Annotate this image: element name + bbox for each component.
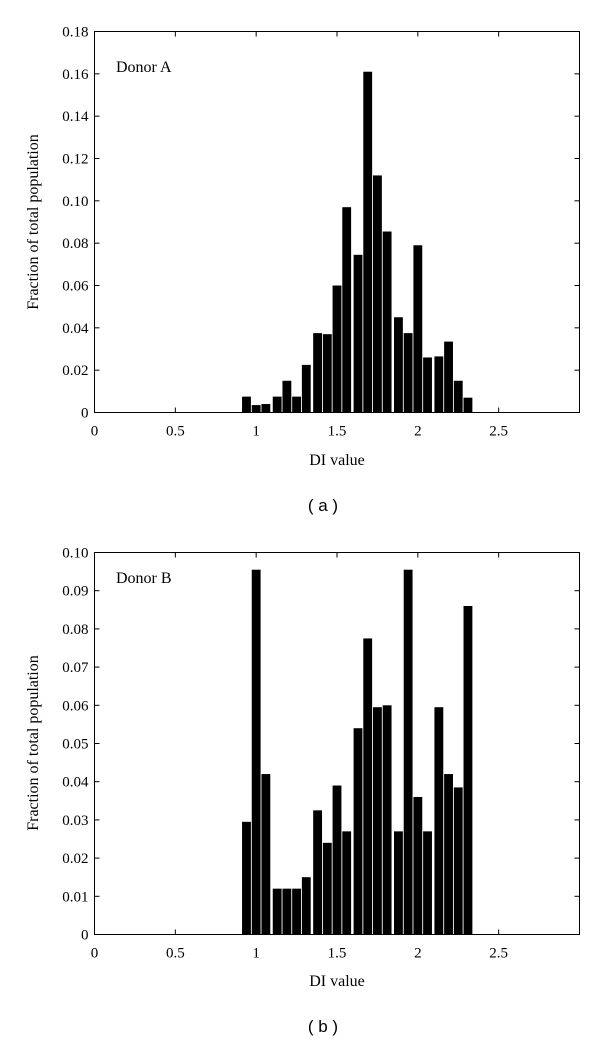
caption-a: ( a ) <box>308 496 338 515</box>
y-tick-label-a-1: 0.02 <box>62 363 88 379</box>
bar-a-15 <box>394 317 403 413</box>
chart-panel-b: 0 0.5 1 1.5 2 2.5 0 0.01 0.02 0.03 0.04 0.05 0.06 0.… <box>25 546 580 1036</box>
bar-a-6 <box>301 364 311 413</box>
bar-b-18 <box>423 831 432 935</box>
y-axis-label-b: Fraction of total population <box>25 655 42 831</box>
bar-b-1 <box>251 569 261 935</box>
y-tick-label-b-2: 0.02 <box>62 851 88 867</box>
x-tick-label-b-0: 0 <box>91 946 99 962</box>
y-tick-label-a-3: 0.06 <box>62 279 89 295</box>
x-tick-label-a-5: 2.5 <box>489 424 508 440</box>
bar-a-12 <box>363 71 373 413</box>
bar-a-19 <box>434 356 444 413</box>
y-axis-label-a: Fraction of total population <box>25 134 42 310</box>
bar-b-6 <box>301 877 311 935</box>
x-axis-label-b: DI value <box>309 973 365 990</box>
bar-b-9 <box>332 785 342 935</box>
bar-b-11 <box>353 728 363 935</box>
bar-b-5 <box>292 888 302 935</box>
y-tick-label-a-2: 0.04 <box>62 321 89 337</box>
bar-a-3 <box>272 396 282 413</box>
bar-a-9 <box>332 285 342 413</box>
y-tick-label-a-0: 0 <box>81 406 89 422</box>
bar-b-17 <box>413 796 423 935</box>
bar-a-0 <box>242 396 251 413</box>
annotation-donor-b: Donor B <box>116 570 172 587</box>
y-tick-label-a-8: 0.16 <box>62 67 89 83</box>
bar-a-13 <box>372 175 382 413</box>
y-axis-ticks-b: 0 0.01 0.02 0.03 0.04 0.05 0.06 0.07 0.08 0.09 0.1… <box>62 546 580 944</box>
bar-a-16 <box>403 333 413 413</box>
bar-b-7 <box>313 810 323 935</box>
bar-b-19 <box>434 707 444 935</box>
y-tick-label-b-5: 0.05 <box>62 737 88 753</box>
bar-a-5 <box>292 396 302 413</box>
bar-b-12 <box>363 638 373 935</box>
bar-a-21 <box>453 380 463 413</box>
annotation-donor-a: Donor A <box>116 59 172 76</box>
x-tick-label-a-0: 0 <box>91 424 99 440</box>
bar-b-8 <box>322 842 332 935</box>
y-tick-label-b-10: 0.10 <box>62 546 88 562</box>
x-tick-label-a-2: 1 <box>252 424 260 440</box>
bar-b-10 <box>342 831 352 935</box>
y-tick-label-a-9: 0.18 <box>62 25 88 41</box>
bar-a-18 <box>423 357 432 413</box>
bar-a-7 <box>313 333 323 413</box>
bar-b-16 <box>403 569 413 935</box>
bar-a-17 <box>413 245 423 413</box>
bar-a-8 <box>322 334 332 413</box>
y-axis-ticks-a: 0 0.02 0.04 0.06 0.08 0.10 0.12 0.14 0.16 0.18 <box>62 25 580 422</box>
x-tick-label-b-2: 1 <box>252 946 260 962</box>
chart-panel-a: 0 0.5 1 1.5 2 2.5 0 0.02 0.04 0.06 0.08 0.10 0.12 0.… <box>25 25 580 515</box>
bar-a-2 <box>261 404 271 413</box>
y-tick-label-a-6: 0.12 <box>62 152 88 168</box>
y-tick-label-a-5: 0.10 <box>62 194 88 210</box>
y-tick-label-a-4: 0.08 <box>62 236 88 252</box>
bar-b-3 <box>272 888 282 935</box>
bar-a-20 <box>444 341 453 413</box>
y-tick-label-b-1: 0.01 <box>62 889 88 905</box>
bar-b-22 <box>463 605 473 935</box>
y-tick-label-b-6: 0.06 <box>62 698 89 714</box>
bars-a <box>242 71 473 413</box>
x-tick-label-b-4: 2 <box>414 946 422 962</box>
y-tick-label-b-8: 0.08 <box>62 622 88 638</box>
y-tick-label-b-7: 0.07 <box>62 660 89 676</box>
caption-b: ( b ) <box>308 1017 338 1036</box>
bar-a-10 <box>342 207 352 413</box>
x-axis-ticks-b: 0 0.5 1 1.5 2 2.5 <box>91 552 508 962</box>
bar-b-4 <box>282 888 292 935</box>
bar-a-14 <box>382 231 392 413</box>
bar-b-20 <box>444 774 453 935</box>
y-tick-label-b-9: 0.09 <box>62 584 88 600</box>
y-tick-label-b-0: 0 <box>81 928 89 944</box>
x-tick-label-b-1: 0.5 <box>166 946 185 962</box>
bar-a-22 <box>463 397 473 413</box>
bar-b-2 <box>261 774 271 935</box>
bar-b-13 <box>372 707 382 935</box>
x-axis-ticks-a: 0 0.5 1 1.5 2 2.5 <box>91 31 508 440</box>
x-tick-label-a-3: 1.5 <box>328 424 347 440</box>
x-tick-label-a-1: 0.5 <box>166 424 185 440</box>
y-tick-label-b-3: 0.03 <box>62 813 88 829</box>
bar-a-4 <box>282 380 292 413</box>
x-axis-label-a: DI value <box>309 452 365 469</box>
y-tick-label-a-7: 0.14 <box>62 109 89 125</box>
x-tick-label-a-4: 2 <box>414 424 422 440</box>
bars-b <box>242 569 473 935</box>
x-tick-label-b-5: 2.5 <box>489 946 508 962</box>
bar-a-11 <box>353 254 363 413</box>
x-tick-label-b-3: 1.5 <box>328 946 347 962</box>
y-tick-label-b-4: 0.04 <box>62 775 89 791</box>
bar-b-0 <box>242 821 251 935</box>
bar-b-21 <box>453 787 463 935</box>
bar-b-14 <box>382 705 392 935</box>
bar-b-15 <box>394 831 403 935</box>
